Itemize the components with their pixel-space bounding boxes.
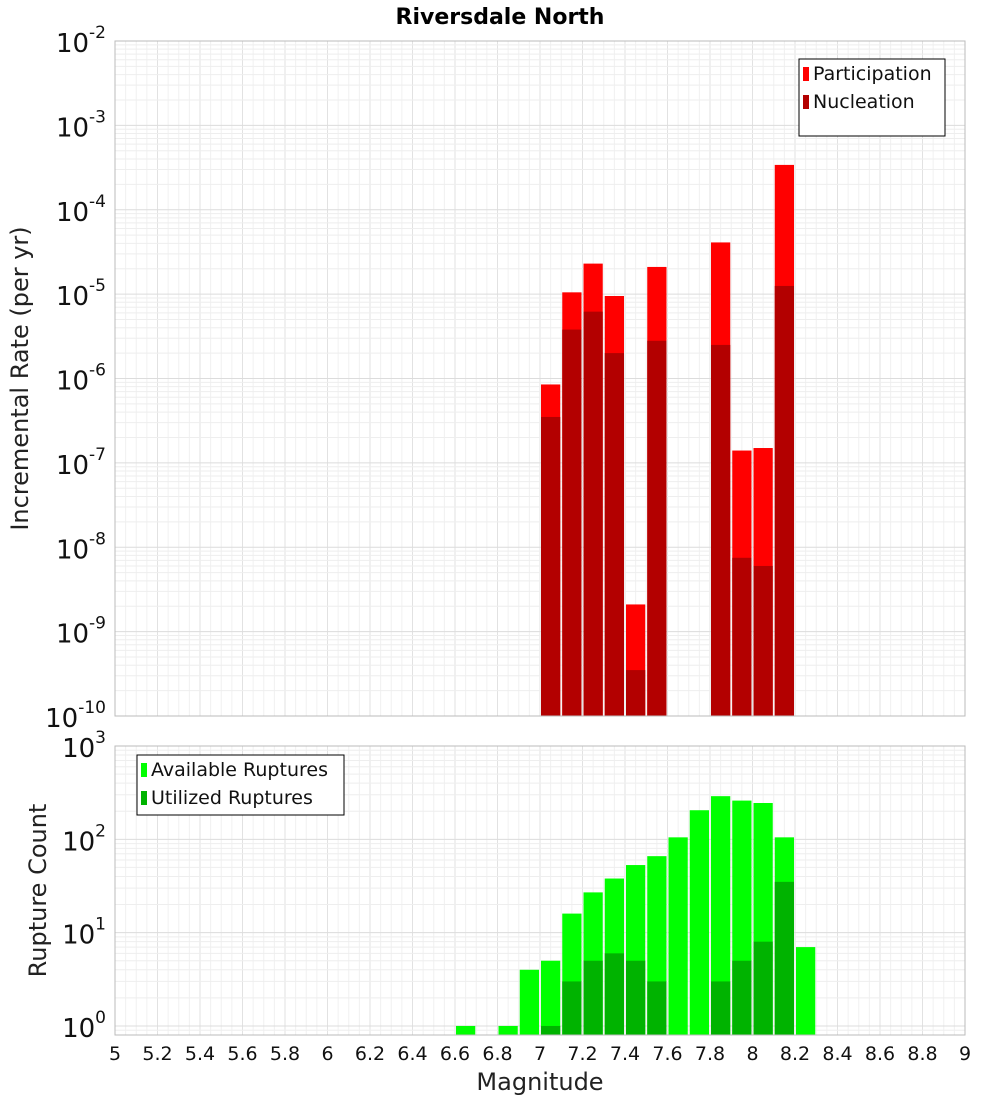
rupture-count-panel: 103 102 101 100 Rupture Count Available Ruptu… [24, 728, 966, 1044]
x-tick-label: 6.6 [440, 1043, 470, 1065]
y-tick-label: 10-3 [56, 107, 106, 143]
x-tick-label: 5.6 [227, 1043, 257, 1065]
x-tick-label: 6 [321, 1043, 333, 1065]
y-axis-ticks: 103 102 101 100 [62, 728, 106, 1044]
legend: Available Ruptures Utilized Ruptures [136, 754, 345, 816]
legend-box [798, 58, 946, 137]
x-tick-label: 7.4 [610, 1043, 640, 1065]
legend-swatch [141, 763, 147, 777]
x-axis-label: Magnitude [476, 1068, 603, 1096]
bar [541, 416, 561, 716]
x-axis: 5 5.2 5.4 5.6 5.8 6 6.2 6.4 6.6 6.8 7 7.2 7.4 7.6 7.8 8… [109, 1043, 971, 1065]
x-tick-label: 7.8 [695, 1043, 725, 1065]
y-tick-label: 10-8 [56, 529, 106, 565]
bar [774, 881, 794, 1035]
bar [583, 960, 603, 1035]
y-tick-label: 10-7 [56, 445, 106, 481]
x-tick-label: 8.4 [822, 1043, 852, 1065]
legend: Participation Nucleation [798, 58, 946, 137]
chart-title: Riversdale North [396, 5, 605, 30]
plot-frame [114, 40, 966, 717]
x-tick-label: 5.2 [142, 1043, 172, 1065]
legend-entry: Participation [813, 63, 932, 85]
x-tick-label: 5.8 [270, 1043, 300, 1065]
bar [604, 353, 624, 716]
bar [604, 953, 624, 1035]
y-axis-label: Rupture Count [24, 804, 52, 978]
bar [562, 329, 582, 716]
bar [498, 1025, 518, 1035]
x-tick-label: 6.2 [355, 1043, 385, 1065]
x-tick-label: 6.4 [397, 1043, 427, 1065]
grid-lines [114, 41, 966, 717]
legend-swatch [803, 95, 809, 109]
bar [796, 947, 816, 1035]
plot-frame [114, 745, 966, 1036]
bar [668, 837, 688, 1035]
x-tick-label: 5 [109, 1043, 121, 1065]
y-tick-label: 10-2 [56, 23, 106, 59]
bar [689, 810, 709, 1035]
y-tick-label: 100 [62, 1008, 106, 1044]
legend-entry: Utilized Ruptures [151, 787, 313, 809]
bar [753, 565, 773, 716]
bar [711, 344, 731, 716]
x-tick-label: 7.2 [567, 1043, 597, 1065]
y-tick-label: 10-5 [56, 276, 106, 312]
x-tick-label: 5.4 [185, 1043, 215, 1065]
y-tick-label: 10-10 [45, 698, 106, 734]
x-tick-label: 7 [534, 1043, 546, 1065]
y-tick-label: 10-4 [56, 192, 106, 228]
bar [647, 981, 667, 1035]
bar [711, 796, 731, 1035]
bar [647, 340, 667, 716]
y-tick-label: 102 [62, 821, 106, 857]
bar [541, 1025, 561, 1035]
x-tick-label: 9 [959, 1043, 971, 1065]
bar [519, 969, 539, 1035]
legend-entry: Available Ruptures [151, 759, 328, 781]
x-tick-label: 8.2 [780, 1043, 810, 1065]
x-tick-label: 6.8 [482, 1043, 512, 1065]
legend-swatch [141, 791, 147, 805]
x-tick-label: 8 [746, 1043, 758, 1065]
y-tick-label: 10-6 [56, 361, 106, 397]
y-tick-label: 101 [62, 915, 106, 951]
y-tick-label: 103 [62, 728, 106, 764]
bar [774, 285, 794, 716]
y-axis-ticks: 10-2 10-3 10-4 10-5 10-6 10-7 10-8 10-9 10-10 [45, 23, 106, 734]
x-tick-label: 8.8 [907, 1043, 937, 1065]
bar [753, 941, 773, 1035]
bar [541, 960, 561, 1035]
bar [562, 981, 582, 1035]
x-tick-label: 7.6 [652, 1043, 682, 1065]
x-tick-label: 8.6 [865, 1043, 895, 1065]
bar [626, 670, 646, 716]
incremental-rate-panel: 10-2 10-3 10-4 10-5 10-6 10-7 10-8 10-9 10-10 Inc… [6, 23, 966, 734]
bar [456, 1025, 476, 1035]
y-axis-label: Incremental Rate (per yr) [6, 226, 34, 530]
bar [711, 981, 731, 1035]
legend-entry: Nucleation [813, 91, 915, 113]
bar [626, 960, 646, 1035]
legend-swatch [803, 67, 809, 81]
series-utilized-ruptures [541, 881, 794, 1035]
bar [732, 960, 752, 1035]
legend-box [136, 754, 345, 816]
bar [732, 557, 752, 716]
bar [583, 311, 603, 716]
series-nucleation [541, 285, 794, 716]
y-tick-label: 10-9 [56, 614, 106, 650]
